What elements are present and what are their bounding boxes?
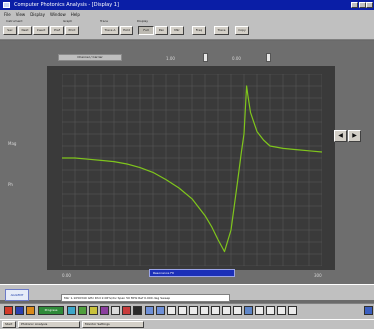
start-button[interactable]: Start — [2, 321, 16, 328]
toolbar-button[interactable]: Next — [18, 26, 32, 35]
maximize-button[interactable] — [359, 2, 366, 8]
param-value-b: 1.00 — [166, 56, 175, 61]
title-bar: Computer Photonics Analysis - [Display 1… — [0, 0, 374, 10]
toolbar-button[interactable]: Trace A — [101, 26, 119, 35]
app-icon — [3, 2, 10, 8]
taskbar — [0, 319, 374, 329]
channel-f-icon[interactable] — [200, 306, 209, 315]
trace-plot — [62, 74, 322, 266]
toolbar-group-label: Trace — [100, 19, 108, 23]
vendor-logo: AGILENT — [5, 289, 29, 301]
channel-i-icon[interactable] — [233, 306, 242, 315]
toolbar: Instrument Graph Trace Display Sec Next … — [0, 18, 374, 40]
x-min-label: 0.00 — [62, 273, 71, 278]
extra-icon[interactable] — [288, 306, 297, 315]
menu-view[interactable]: View — [15, 11, 26, 17]
param-spinner-b[interactable] — [203, 53, 208, 62]
toolbar-button[interactable]: Copy — [235, 26, 249, 35]
toolbar-button[interactable]: Mkr — [170, 26, 184, 35]
param-spinner-c[interactable] — [266, 53, 271, 62]
settings-icon[interactable] — [255, 306, 264, 315]
zoom-icon[interactable] — [67, 306, 76, 315]
x-max-label: 300 — [314, 273, 322, 278]
tray-icon[interactable] — [364, 306, 373, 315]
toolbar-button[interactable]: Freq — [192, 26, 206, 35]
dark-mode-icon[interactable] — [133, 306, 142, 315]
toolbar-button[interactable]: Hold — [120, 26, 133, 35]
stop-icon[interactable] — [15, 306, 24, 315]
scale-icon[interactable] — [100, 306, 109, 315]
toolbar-group-label: Instrument — [6, 19, 23, 23]
menu-display[interactable]: Display — [30, 11, 45, 17]
channel-field[interactable]: Channel / Carrier — [58, 54, 122, 61]
pause-icon[interactable] — [26, 306, 35, 315]
param-value-c: 0.00 — [232, 56, 241, 61]
ruler-icon[interactable] — [89, 306, 98, 315]
grid-icon[interactable] — [111, 306, 120, 315]
status-readout: Mkr 1.1050340 GHz Rhd 2.06%/div Span 50 … — [61, 294, 230, 302]
toolbar-button[interactable]: Trace — [214, 26, 229, 35]
channel-c-icon[interactable] — [167, 306, 176, 315]
toolbar-button[interactable]: Print — [65, 26, 79, 35]
menu-bar: File View Display Window Help — [0, 10, 374, 18]
channel-g-icon[interactable] — [211, 306, 220, 315]
taskbar-item[interactable]: Photonic Analysis — [18, 321, 80, 328]
record-icon[interactable] — [4, 306, 13, 315]
taskbar-item[interactable]: Monitor Settings — [82, 321, 144, 328]
menu-window[interactable]: Window — [49, 11, 66, 17]
toolbar-button[interactable]: Insert — [33, 26, 49, 35]
fit-select[interactable]: Resonance Fit — [149, 269, 235, 277]
help-icon[interactable] — [266, 306, 275, 315]
marker-icon[interactable] — [78, 306, 87, 315]
toolbar-button[interactable]: Pref — [50, 26, 64, 35]
menu-help[interactable]: Help — [70, 11, 80, 17]
menu-file[interactable]: File — [4, 11, 11, 17]
left-label-top: Mag — [8, 141, 17, 146]
channel-e-icon[interactable] — [189, 306, 198, 315]
close-button[interactable] — [366, 2, 373, 8]
prev-arrow-button[interactable]: ◀ — [334, 130, 347, 142]
toolbar-button-active[interactable]: Full — [138, 26, 154, 35]
channel-b-icon[interactable] — [156, 306, 165, 315]
toolbar-group-label: Display — [137, 19, 149, 23]
export-icon[interactable] — [244, 306, 253, 315]
info-icon[interactable] — [277, 306, 286, 315]
toolbar-button[interactable]: Pan — [155, 26, 168, 35]
next-arrow-button[interactable]: ▶ — [348, 130, 361, 142]
progress-icon[interactable]: Progress — [38, 306, 64, 315]
alert-icon[interactable] — [122, 306, 131, 315]
toolbar-button[interactable]: Sec — [3, 26, 17, 35]
trace-line — [62, 85, 322, 253]
channel-a-icon[interactable] — [145, 306, 154, 315]
channel-h-icon[interactable] — [222, 306, 231, 315]
channel-d-icon[interactable] — [178, 306, 187, 315]
minimize-button[interactable] — [351, 2, 358, 8]
left-label-bottom: Ph — [8, 182, 13, 187]
toolbar-group-label: Graph — [63, 19, 73, 23]
window-title: Computer Photonics Analysis - [Display 1… — [14, 2, 119, 8]
